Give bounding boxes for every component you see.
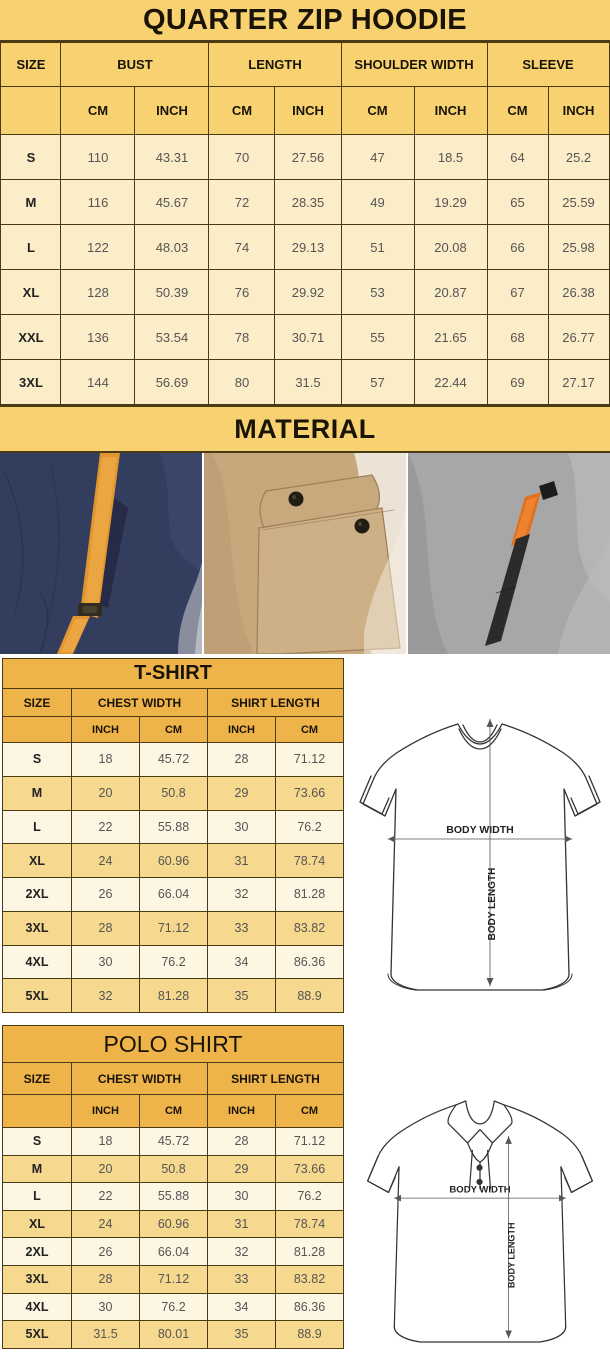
svg-text:BODY WIDTH: BODY WIDTH [446, 824, 513, 836]
svg-text:BODY LENGTH: BODY LENGTH [487, 868, 498, 941]
svg-text:BODY WIDTH: BODY WIDTH [449, 1184, 510, 1195]
svg-text:BODY LENGTH: BODY LENGTH [506, 1222, 516, 1288]
